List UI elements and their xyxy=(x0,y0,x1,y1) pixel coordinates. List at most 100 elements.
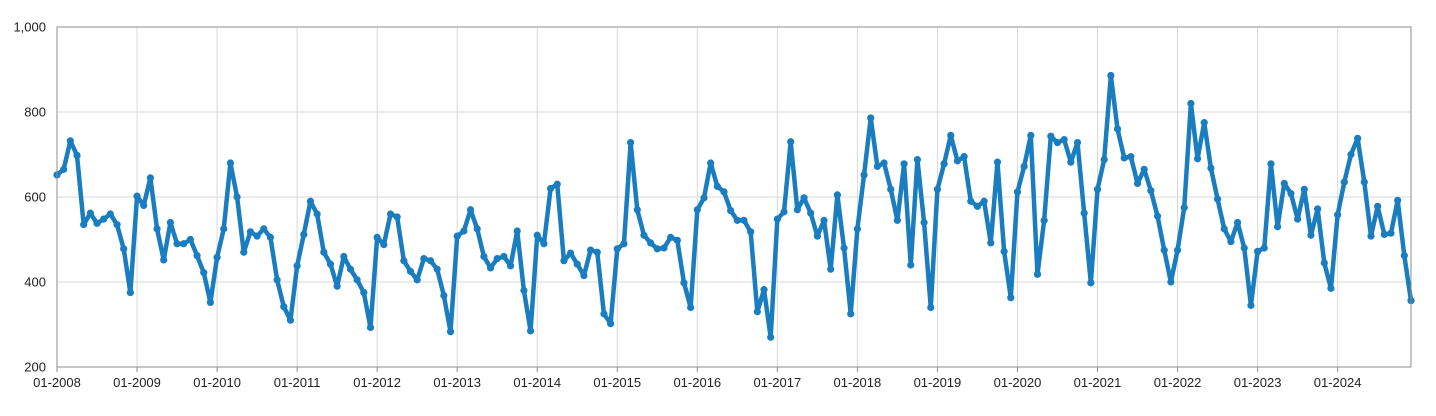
data-point xyxy=(1047,132,1055,140)
data-point xyxy=(693,206,701,214)
grid-lines xyxy=(56,26,1411,368)
data-point xyxy=(286,316,295,324)
data-point xyxy=(86,209,94,217)
data-point xyxy=(1080,209,1088,217)
y-tick-label: 200 xyxy=(24,360,46,375)
data-point xyxy=(633,206,641,214)
y-tick-label: 600 xyxy=(24,190,46,205)
data-point xyxy=(1220,225,1228,233)
data-point xyxy=(920,218,928,227)
x-tick-label: 01-2011 xyxy=(274,375,321,390)
data-point xyxy=(1340,178,1348,186)
series-line xyxy=(54,73,1414,340)
data-point xyxy=(673,236,681,244)
data-point xyxy=(166,218,174,227)
data-point xyxy=(787,138,795,146)
y-tick-label: 800 xyxy=(24,105,46,120)
data-point xyxy=(353,276,361,284)
data-point xyxy=(540,240,548,248)
data-point xyxy=(373,233,381,241)
data-point xyxy=(587,246,595,254)
data-point xyxy=(1040,216,1048,224)
data-point xyxy=(807,209,815,217)
data-point xyxy=(1347,150,1355,159)
data-point xyxy=(106,210,114,218)
data-point xyxy=(1060,136,1068,144)
x-tick-label: 01-2021 xyxy=(1074,375,1122,390)
data-point xyxy=(1213,195,1222,203)
x-tick-label: 01-2019 xyxy=(914,375,962,390)
data-point xyxy=(346,265,355,273)
data-point xyxy=(1314,205,1322,213)
data-point xyxy=(1360,178,1368,186)
data-point xyxy=(767,333,775,341)
data-point xyxy=(326,260,335,268)
data-point xyxy=(560,257,568,265)
x-tick-label: 01-2022 xyxy=(1154,375,1202,390)
data-point xyxy=(853,225,861,233)
plot-border xyxy=(56,26,1412,368)
data-point xyxy=(480,252,488,261)
data-point xyxy=(740,216,748,224)
data-point xyxy=(433,265,441,273)
data-point xyxy=(400,257,408,265)
data-point xyxy=(73,151,81,159)
data-point xyxy=(1113,125,1122,133)
data-point xyxy=(1367,232,1375,240)
data-point xyxy=(1334,211,1342,219)
data-point xyxy=(440,292,448,300)
data-point xyxy=(266,233,275,241)
data-point xyxy=(253,232,261,240)
data-point xyxy=(500,252,508,261)
data-point xyxy=(947,131,955,139)
data-point xyxy=(727,207,735,215)
data-point xyxy=(466,206,475,214)
data-point xyxy=(1093,185,1102,193)
x-tick-label: 01-2024 xyxy=(1314,375,1362,390)
data-point xyxy=(847,310,855,318)
x-tick-label: 01-2017 xyxy=(753,375,801,390)
data-point xyxy=(533,231,541,239)
data-point xyxy=(927,303,935,312)
data-point xyxy=(720,188,728,196)
data-point xyxy=(133,192,141,200)
data-point xyxy=(173,240,181,248)
data-point xyxy=(680,279,688,287)
data-point xyxy=(566,249,575,257)
data-point xyxy=(640,231,648,239)
data-point xyxy=(1140,165,1148,173)
data-point xyxy=(800,194,808,202)
data-point xyxy=(1087,279,1095,287)
data-point xyxy=(493,255,501,263)
data-point xyxy=(313,210,321,218)
data-point xyxy=(1153,212,1162,220)
data-point xyxy=(553,180,561,188)
data-point xyxy=(273,276,281,284)
data-point xyxy=(1020,162,1028,170)
x-tick-label: 01-2013 xyxy=(433,375,481,390)
data-point xyxy=(980,197,988,205)
data-point xyxy=(653,245,661,253)
x-tick-label: 01-2018 xyxy=(834,375,882,390)
data-point xyxy=(1354,134,1362,142)
data-point xyxy=(867,114,875,122)
data-point xyxy=(667,233,675,241)
data-point xyxy=(320,248,328,256)
data-point xyxy=(1160,246,1168,254)
data-point xyxy=(293,262,301,270)
data-point xyxy=(960,153,968,161)
data-point xyxy=(526,327,535,335)
data-point xyxy=(426,257,435,265)
data-point xyxy=(1007,294,1015,302)
data-point xyxy=(1400,252,1408,260)
data-point xyxy=(1147,187,1155,195)
x-tick-label: 01-2012 xyxy=(353,375,401,390)
x-axis: 01-2008 01-2009 01-2010 01-2011 01-2012 01-20… xyxy=(33,367,1361,390)
data-point xyxy=(1374,202,1382,210)
data-point xyxy=(1073,139,1082,147)
data-point xyxy=(593,248,601,256)
data-point xyxy=(907,261,915,269)
y-tick-label: 1,000 xyxy=(13,20,46,35)
data-point xyxy=(300,230,308,238)
data-point xyxy=(1000,247,1008,255)
